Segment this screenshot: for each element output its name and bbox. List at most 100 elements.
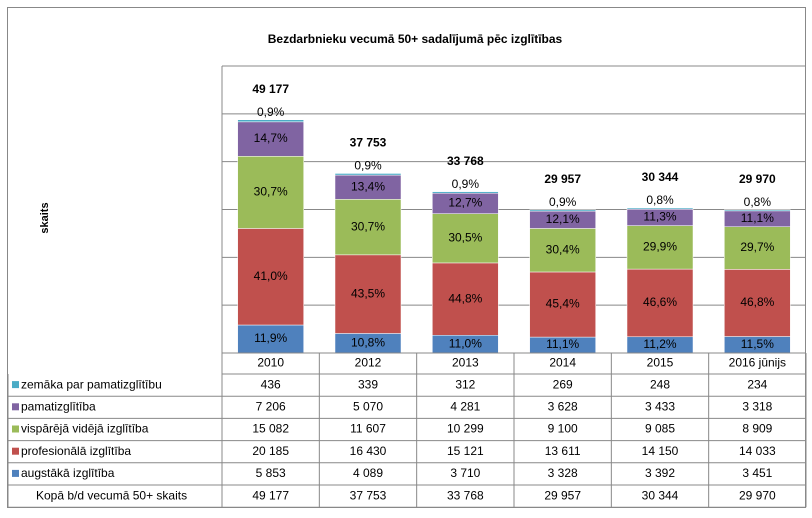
- bar-segment: [334, 254, 402, 334]
- table-cell: 3 392: [645, 466, 675, 480]
- chart-title: Bezdarbnieku vecumā 50+ sadalījumā pēc i…: [268, 32, 563, 46]
- share-label: 11,9%: [254, 331, 287, 345]
- legend-label: pamatizglītība: [21, 399, 96, 413]
- legend-label: profesionālā izglītība: [21, 444, 131, 458]
- table-cell: 20 185: [252, 444, 289, 458]
- bar-segment: [724, 226, 791, 270]
- bar-segment: [626, 225, 694, 270]
- table-cell: 14 033: [739, 444, 776, 458]
- share-label: 44,8%: [448, 291, 482, 305]
- share-label: 45,4%: [546, 297, 580, 311]
- table-cell: 4 089: [353, 466, 383, 480]
- table-cell: 16 430: [350, 444, 387, 458]
- share-label: 0,9%: [354, 159, 382, 173]
- share-label: 43,5%: [351, 286, 385, 300]
- legend-swatch: [12, 425, 19, 433]
- table-cell: 9 100: [548, 422, 578, 436]
- x-tick-label: 2010: [257, 356, 284, 370]
- table-cell: 15 121: [447, 444, 484, 458]
- table-cell: 3 433: [645, 399, 675, 413]
- table-cell: 30 344: [642, 488, 679, 502]
- table-cell: 49 177: [252, 488, 289, 502]
- legend-label: zemāka par pamatizglītību: [21, 377, 162, 391]
- share-label: 30,4%: [546, 242, 580, 256]
- x-tick-label: 2016 jūnijs: [729, 356, 786, 370]
- bar-segment: [334, 174, 402, 200]
- x-tick-label: 2014: [549, 356, 576, 370]
- share-label: 30,7%: [351, 219, 385, 233]
- table-cell: 9 085: [645, 422, 675, 436]
- legend-label: augstākā izglītība: [21, 466, 115, 480]
- table-cell: 14 150: [642, 444, 679, 458]
- total-label: 49 177: [252, 82, 289, 96]
- table-cell: 7 206: [256, 399, 286, 413]
- share-label: 13,4%: [351, 179, 385, 193]
- total-label: 37 753: [350, 136, 387, 150]
- table-cell: 11 607: [350, 422, 386, 436]
- table-cell: 312: [455, 377, 475, 391]
- table-cell: 3 628: [548, 399, 578, 413]
- bar-segment: [237, 228, 304, 326]
- table-cell: 269: [553, 377, 573, 391]
- share-label: 0,9%: [257, 105, 285, 119]
- share-label: 12,7%: [448, 196, 482, 210]
- table-cell: 5 070: [353, 399, 383, 413]
- legend-swatch: [12, 381, 19, 389]
- total-label: 33 768: [447, 154, 484, 168]
- bar-segment: [529, 228, 596, 273]
- table-cell: 5 853: [256, 466, 286, 480]
- table-cell: 10 299: [447, 422, 484, 436]
- share-label: 11,0%: [449, 336, 482, 350]
- share-label: 46,6%: [643, 295, 677, 309]
- bar-segment: [626, 207, 694, 210]
- share-label: 30,5%: [448, 230, 482, 244]
- bar-segment: [334, 199, 402, 256]
- share-label: 11,1%: [546, 337, 579, 351]
- total-label: 30 344: [642, 170, 679, 184]
- table-cell: 13 611: [545, 444, 581, 458]
- total-row-label: Kopā b/d vecumā 50+ skaits: [36, 488, 187, 502]
- table-cell: 8 909: [742, 422, 772, 436]
- legend-swatch: [12, 447, 19, 455]
- share-label: 0,8%: [744, 195, 772, 209]
- table-cell: 3 451: [742, 466, 772, 480]
- legend-label: vispārējā vidējā izglītība: [21, 422, 149, 436]
- share-label: 10,8%: [351, 335, 385, 349]
- x-tick-label: 2012: [355, 356, 382, 370]
- legend-swatch: [12, 403, 19, 411]
- total-label: 29 970: [739, 172, 776, 186]
- share-label: 29,7%: [740, 240, 774, 254]
- bar-segment: [237, 156, 304, 229]
- table-cell: 37 753: [350, 488, 387, 502]
- share-label: 0,9%: [549, 195, 577, 209]
- x-tick-label: 2013: [452, 356, 479, 370]
- bar-segment: [724, 209, 791, 212]
- share-label: 12,1%: [546, 212, 580, 226]
- bar-segment: [724, 269, 791, 337]
- share-label: 46,8%: [740, 295, 774, 309]
- table-cell: 29 957: [544, 488, 581, 502]
- table-cell: 29 970: [739, 488, 776, 502]
- share-label: 11,2%: [643, 337, 676, 351]
- bar-segment: [432, 213, 499, 264]
- share-label: 29,9%: [643, 240, 677, 254]
- bar-segment: [237, 121, 304, 157]
- table-cell: 3 328: [548, 466, 578, 480]
- share-label: 11,1%: [741, 211, 774, 225]
- share-label: 11,3%: [643, 210, 676, 224]
- bar-segment: [529, 209, 596, 212]
- bar-segment: [626, 268, 694, 338]
- bar-segment: [334, 173, 402, 176]
- share-label: 41,0%: [254, 269, 288, 283]
- legend-swatch: [12, 469, 19, 477]
- table-cell: 339: [358, 377, 378, 391]
- table-cell: 4 281: [450, 399, 480, 413]
- bar-segment: [529, 271, 596, 338]
- y-axis-label: skaits: [39, 202, 51, 233]
- x-tick-label: 2015: [647, 356, 674, 370]
- table-cell: 3 318: [742, 399, 772, 413]
- total-label: 29 957: [544, 172, 581, 186]
- table-cell: 33 768: [447, 488, 484, 502]
- table-cell: 234: [747, 377, 767, 391]
